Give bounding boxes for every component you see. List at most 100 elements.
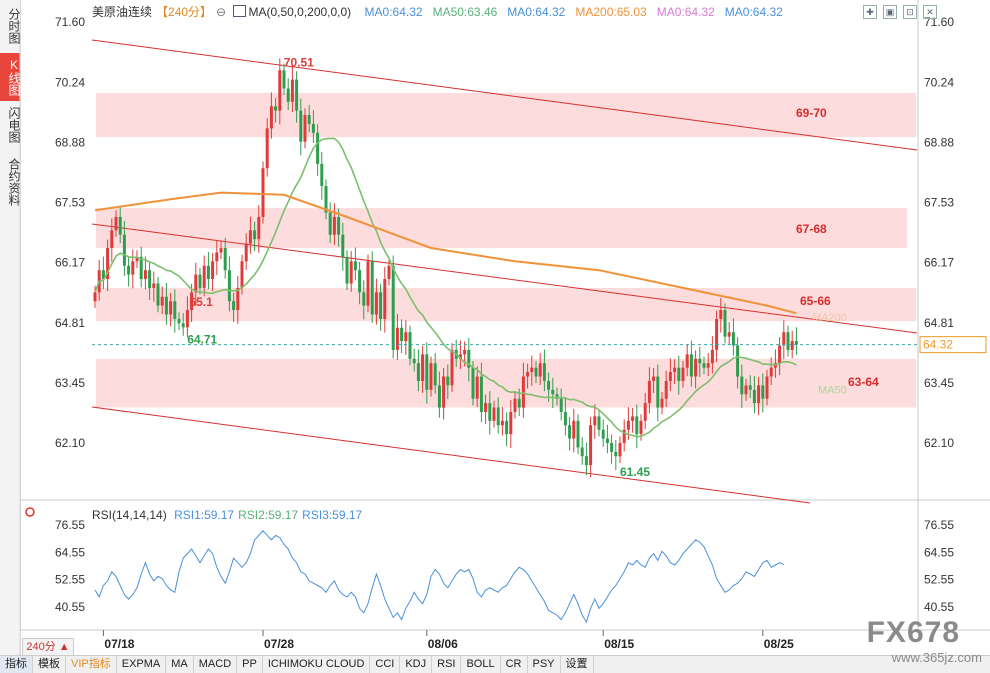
candle-body (492, 407, 496, 421)
candle-body (362, 292, 366, 306)
candle-body (227, 270, 231, 302)
candle-body (148, 270, 152, 288)
maximize-icon[interactable]: ⊡ (903, 5, 917, 19)
zone-label: 65-66 (800, 294, 831, 308)
candle-body (400, 327, 404, 342)
zone-label: 69-70 (796, 106, 827, 120)
close-icon[interactable]: ✕ (923, 5, 937, 19)
expand-icon[interactable]: ✚ (863, 5, 877, 19)
channel-line-top (91, 39, 918, 151)
collapse-icon[interactable]: ⊖ (216, 5, 227, 19)
candle-body (584, 456, 588, 466)
toolbar-item-0[interactable]: 指标 (0, 656, 33, 673)
side-tab-0[interactable]: 分时图 (7, 8, 21, 44)
candle-body (500, 420, 504, 426)
candle-body (379, 292, 383, 319)
candle-body (421, 354, 425, 381)
candle-body (542, 363, 546, 381)
toolbar-item-10[interactable]: RSI (432, 656, 462, 673)
candle-body (416, 363, 420, 381)
side-tab-2[interactable]: 闪电图 (7, 107, 21, 143)
support-resistance-zone (96, 358, 916, 408)
zone-label: 67-68 (796, 222, 827, 236)
ma-params[interactable]: MA(0,50,0,200,0,0) (248, 5, 352, 19)
candle-body (194, 274, 198, 293)
candle-body (383, 279, 387, 319)
candle-body (458, 354, 462, 359)
candle-body (257, 216, 261, 240)
rsi-params[interactable]: RSI(14,14,14) (92, 508, 167, 522)
candle-body (673, 367, 677, 373)
candle-body (618, 443, 622, 457)
toolbar-item-14[interactable]: 设置 (561, 656, 594, 673)
candle-body (719, 310, 723, 319)
y-tick-left: 68.88 (55, 136, 85, 150)
candle-body (366, 261, 370, 306)
restore-icon[interactable]: ▣ (883, 5, 897, 19)
x-tick-label: 08/15 (604, 637, 634, 651)
side-tab-bar: 分时图 K线图闪电图合约资料 (0, 0, 21, 655)
ma-legend-item: MA50:63.46 (432, 5, 498, 19)
y-tick-left: 62.10 (55, 436, 85, 450)
y-tick-left: 71.60 (55, 15, 85, 29)
x-tick-label: 08/25 (764, 637, 794, 651)
candle-body (106, 248, 110, 280)
low-left-label: 64.71 (187, 332, 217, 346)
candle-body (635, 416, 639, 435)
candle-body (122, 234, 126, 266)
candle-body (748, 385, 752, 390)
candle-body (274, 106, 278, 111)
side-tab-3[interactable]: 合约资料 (7, 158, 21, 206)
ma-legend-item: MA0:64.32 (724, 5, 783, 19)
last-price-label: 64.32 (923, 338, 953, 352)
candle-body (404, 332, 408, 342)
toolbar-item-13[interactable]: PSY (528, 656, 561, 673)
ma-settings-icon[interactable] (233, 5, 247, 17)
candle-body (643, 403, 647, 421)
period-label[interactable]: 【240分】 (156, 5, 213, 19)
high-label: 70.51 (284, 55, 314, 69)
y-tick-right: 64.81 (924, 316, 954, 330)
zone-label: 63-64 (848, 375, 879, 389)
candle-body (656, 376, 660, 408)
candle-body (160, 296, 164, 306)
candle-body (652, 376, 656, 381)
toolbar-item-7[interactable]: ICHIMOKU CLOUD (263, 656, 371, 673)
toolbar-item-9[interactable]: KDJ (400, 656, 433, 673)
candle-body (538, 363, 542, 377)
candle-body (559, 398, 563, 412)
y-tick-right: 62.10 (924, 436, 954, 450)
candle-body (303, 115, 307, 142)
toolbar-item-8[interactable]: CCI (370, 656, 401, 673)
candle-body (723, 310, 727, 337)
toolbar-item-11[interactable]: BOLL (461, 656, 501, 673)
period-selector[interactable]: 240分 ▲ (22, 638, 74, 656)
candle-body (685, 354, 689, 368)
candle-body (206, 265, 210, 280)
rsi-tick-right: 76.55 (924, 518, 954, 532)
ma-legend-item: MA0:64.32 (507, 5, 566, 19)
candle-body (794, 341, 798, 345)
toolbar-item-3[interactable]: EXPMA (117, 656, 167, 673)
toolbar-item-4[interactable]: MA (166, 656, 194, 673)
toolbar-item-12[interactable]: CR (501, 656, 528, 673)
ma50-label: MA50 (818, 384, 847, 396)
toolbar-item-2[interactable]: VIP指标 (66, 656, 117, 673)
candle-body (689, 354, 693, 377)
candle-body (513, 398, 517, 412)
toolbar-item-5[interactable]: MACD (194, 656, 238, 673)
candle-body (484, 403, 488, 412)
side-tab-1[interactable]: K线图 (0, 53, 21, 101)
rsi-tick-right: 52.55 (924, 573, 954, 587)
candle-body (639, 420, 643, 435)
candle-body (614, 451, 618, 457)
toolbar-item-1[interactable]: 模板 (33, 656, 66, 673)
ma-legend-item: MA0:64.32 (364, 5, 423, 19)
y-tick-right: 63.45 (924, 376, 954, 390)
candle-body (425, 354, 429, 390)
candle-body (551, 389, 555, 395)
candle-body (320, 163, 324, 186)
candle-body (139, 256, 143, 280)
toolbar-item-6[interactable]: PP (237, 656, 263, 673)
